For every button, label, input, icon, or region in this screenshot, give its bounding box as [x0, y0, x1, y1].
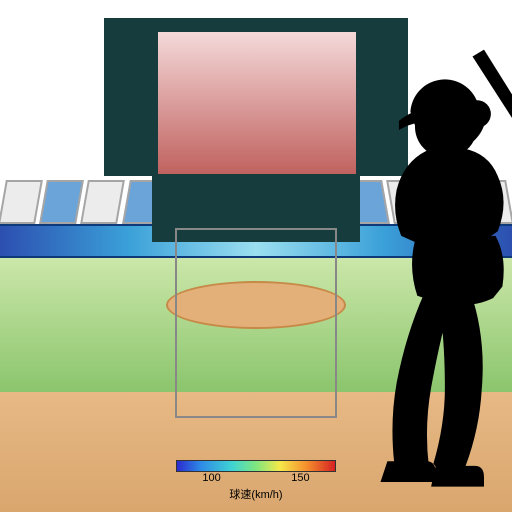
colorbar-label: 球速(km/h)	[176, 486, 336, 502]
batter-silhouette	[300, 45, 512, 505]
colorbar-gradient	[176, 460, 336, 472]
speed-colorbar: 100150 球速(km/h)	[176, 460, 336, 502]
colorbar-ticks: 100150	[176, 472, 336, 486]
pitch-chart-canvas: 100150 球速(km/h)	[0, 0, 512, 512]
